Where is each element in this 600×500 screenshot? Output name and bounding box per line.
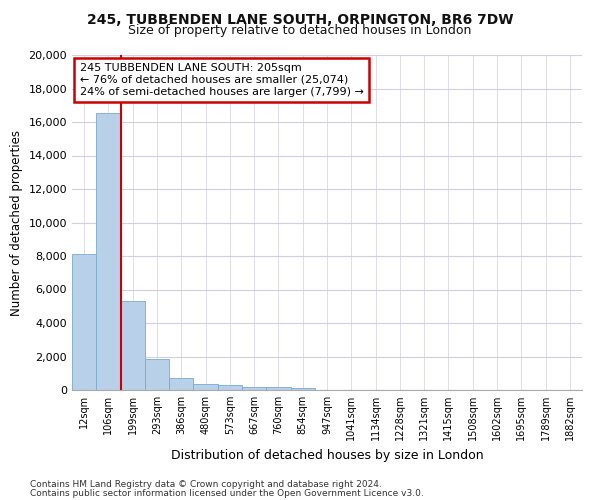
Text: Contains HM Land Registry data © Crown copyright and database right 2024.: Contains HM Land Registry data © Crown c… xyxy=(30,480,382,489)
Bar xyxy=(145,359,169,390)
Bar xyxy=(290,388,315,390)
Text: 245 TUBBENDEN LANE SOUTH: 205sqm
← 76% of detached houses are smaller (25,074)
2: 245 TUBBENDEN LANE SOUTH: 205sqm ← 76% o… xyxy=(80,64,364,96)
Bar xyxy=(242,386,266,390)
Bar xyxy=(193,384,218,390)
Bar xyxy=(96,113,121,390)
Bar xyxy=(169,378,193,390)
Y-axis label: Number of detached properties: Number of detached properties xyxy=(10,130,23,316)
Text: Contains public sector information licensed under the Open Government Licence v3: Contains public sector information licen… xyxy=(30,488,424,498)
Bar xyxy=(121,301,145,390)
Bar xyxy=(218,386,242,390)
Text: Size of property relative to detached houses in London: Size of property relative to detached ho… xyxy=(128,24,472,37)
Bar xyxy=(72,254,96,390)
Text: 245, TUBBENDEN LANE SOUTH, ORPINGTON, BR6 7DW: 245, TUBBENDEN LANE SOUTH, ORPINGTON, BR… xyxy=(87,12,513,26)
X-axis label: Distribution of detached houses by size in London: Distribution of detached houses by size … xyxy=(170,448,484,462)
Bar xyxy=(266,387,290,390)
